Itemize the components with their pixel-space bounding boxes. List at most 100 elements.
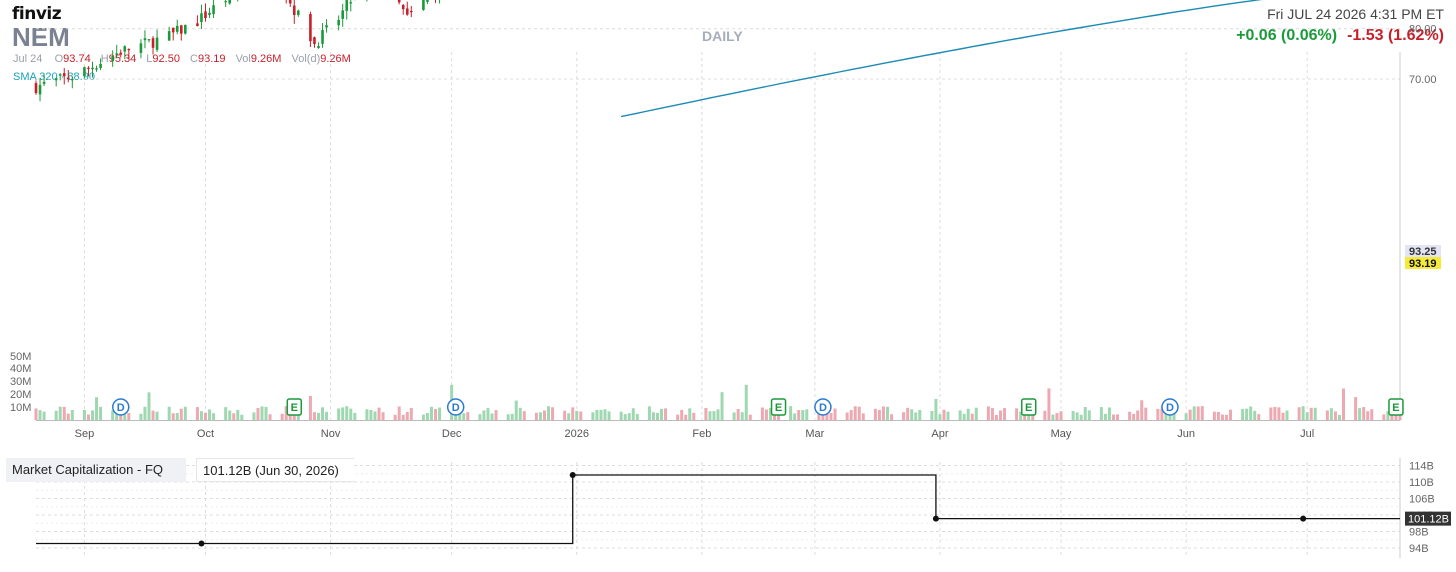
event-markers: D D D DE E E E	[111, 398, 1404, 416]
day-change: -1.53 (1.62%)	[1347, 27, 1444, 44]
volume-bar	[1382, 414, 1386, 420]
volume-bar	[369, 409, 373, 420]
volume-bar	[736, 409, 740, 420]
candle-body	[38, 84, 42, 95]
candle-body	[143, 38, 147, 41]
sma-legend[interactable]: SMA 320 · 88.90	[13, 71, 95, 83]
volume-bar	[692, 412, 696, 420]
volume-bar	[1099, 407, 1103, 420]
volume-bar	[70, 409, 74, 420]
volume-bar	[397, 406, 401, 420]
ohlc-date: Jul 24	[13, 53, 43, 65]
volume-bar	[873, 408, 877, 420]
volume-bar	[349, 408, 353, 420]
volume-bar	[1358, 408, 1362, 420]
volume-bar	[1071, 411, 1075, 420]
volume-bar	[595, 409, 599, 420]
market-cap-label[interactable]: Market Capitalization - FQ	[6, 458, 186, 482]
price-tick-label: 80.00	[1409, 24, 1437, 36]
volume-bar	[123, 414, 127, 420]
volume-bar	[789, 406, 793, 420]
volume-bar	[268, 414, 272, 420]
volume-bar	[62, 406, 66, 420]
month-label: Apr	[931, 428, 948, 440]
high-label: H	[100, 53, 109, 65]
volume-bar	[627, 413, 631, 420]
candle-body	[405, 8, 409, 15]
volume-bar	[90, 410, 94, 420]
volume-bar	[962, 413, 966, 420]
volume-bar	[203, 412, 207, 420]
candle-body	[426, 0, 429, 2]
volume-bar	[486, 408, 490, 420]
volume-bar	[660, 408, 664, 420]
volume-bar	[680, 409, 684, 420]
volume-bar	[236, 409, 240, 420]
volume-bars	[34, 384, 1402, 420]
volume-bar	[1337, 414, 1341, 420]
volume-bar	[1003, 408, 1007, 420]
candle-body	[325, 25, 328, 28]
month-label: May	[1051, 428, 1072, 440]
volume-bar	[986, 406, 990, 420]
volume-bar	[434, 409, 438, 420]
volume-tick-label: 10M	[10, 402, 31, 414]
sub-tick-label: 110B	[1409, 477, 1434, 489]
volume-bar	[974, 407, 978, 420]
volume-bar	[1156, 408, 1160, 420]
volume-bar	[308, 395, 312, 420]
volume-bar	[171, 413, 175, 420]
volume-bar	[1249, 406, 1253, 420]
volume-bar	[833, 408, 837, 420]
volume-bar	[704, 407, 708, 420]
volume-bar	[635, 413, 639, 420]
finviz-logo[interactable]: finviz	[12, 4, 62, 24]
earnings-marker-icon	[1388, 398, 1404, 416]
candle-body	[228, 0, 232, 4]
volume-bar	[38, 410, 42, 420]
volume-bar	[547, 406, 551, 420]
market-cap-value: 101.12B (Jun 30, 2026)	[196, 458, 354, 482]
axes: Sep Oct Nov Dec 2026 Feb Mar Apr May Jun Jul 70.00 8…	[10, 24, 1441, 440]
volume-bar	[478, 414, 482, 420]
volume-bar	[353, 412, 357, 420]
volume-bar	[1144, 407, 1148, 420]
month-label: 2026	[565, 428, 589, 440]
candle-body	[95, 68, 98, 70]
volume-bar	[147, 392, 151, 420]
sub-tick-label: 106B	[1409, 494, 1435, 506]
volume-bar	[885, 406, 889, 420]
volume-bar	[1184, 413, 1188, 420]
dividend-marker-label: D	[819, 402, 827, 414]
candle-body	[91, 67, 94, 70]
volume-bar	[708, 411, 712, 420]
volume-bar	[1342, 388, 1346, 420]
candle-body	[292, 5, 296, 16]
candle-body	[167, 31, 171, 41]
volume-bar	[768, 408, 772, 420]
volume-bar	[252, 412, 256, 420]
volume-bar	[647, 406, 651, 420]
volume-bar	[321, 407, 325, 420]
volume-bar	[797, 410, 801, 420]
volume-bar	[990, 408, 994, 420]
volume-bar	[490, 413, 494, 420]
candle-body	[155, 37, 159, 50]
volume-bar	[381, 412, 385, 420]
volume-bar	[1192, 406, 1196, 420]
volume-bar	[1229, 409, 1233, 420]
volume-bar	[740, 412, 744, 420]
candle-body	[151, 38, 155, 48]
volume-bar	[777, 413, 781, 420]
volume-bar	[764, 409, 768, 420]
volume-bar	[256, 408, 260, 420]
price-tick-label: 70.00	[1409, 74, 1437, 86]
dividend-marker-icon	[1161, 398, 1179, 416]
volume-bar	[58, 406, 62, 420]
candles	[34, 0, 441, 102]
volume-bar	[1224, 414, 1228, 420]
timeframe-label[interactable]: DAILY	[702, 28, 743, 44]
datetime: Fri JUL 24 2026 4:31 PM ET	[1267, 6, 1444, 22]
volume-bar	[716, 409, 720, 420]
